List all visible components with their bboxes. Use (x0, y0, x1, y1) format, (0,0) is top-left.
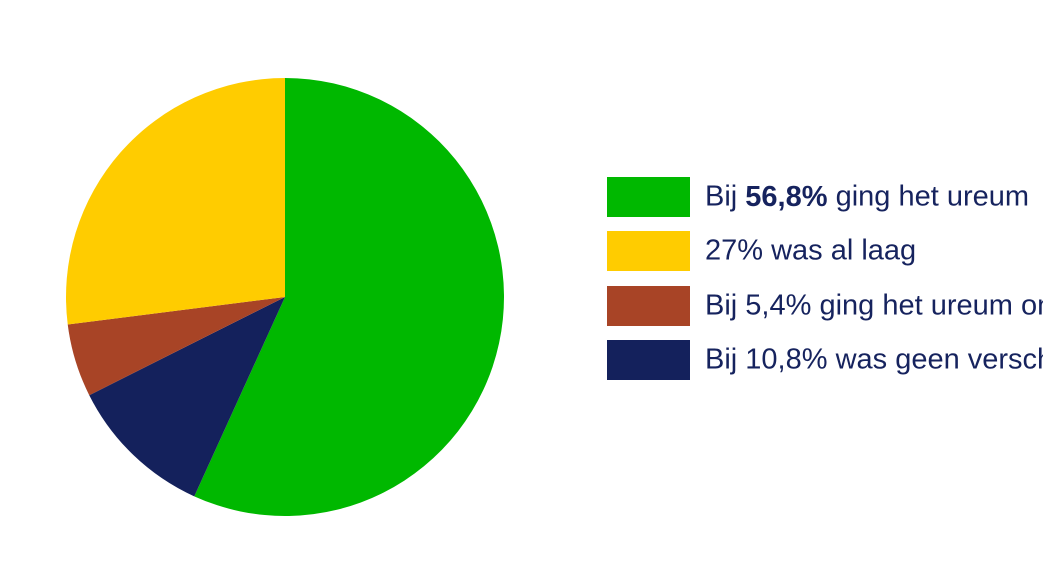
legend-label: Bij 56,8% ging het ureum (705, 181, 1029, 213)
legend-swatch (607, 177, 690, 217)
pie-slice (65, 78, 285, 325)
legend-swatch (607, 231, 690, 271)
pie-slice (67, 297, 285, 396)
legend-label: 27% was al laag (705, 235, 916, 267)
pie-slice (89, 297, 286, 497)
pie-slice (194, 78, 505, 516)
legend-label: Bij 10,8% was geen versch (705, 344, 1043, 376)
legend-swatch (607, 340, 690, 380)
legend-label: Bij 5,4% ging het ureum on (705, 290, 1043, 322)
legend-value: 56,8% (745, 181, 827, 213)
legend-swatch (607, 286, 690, 326)
